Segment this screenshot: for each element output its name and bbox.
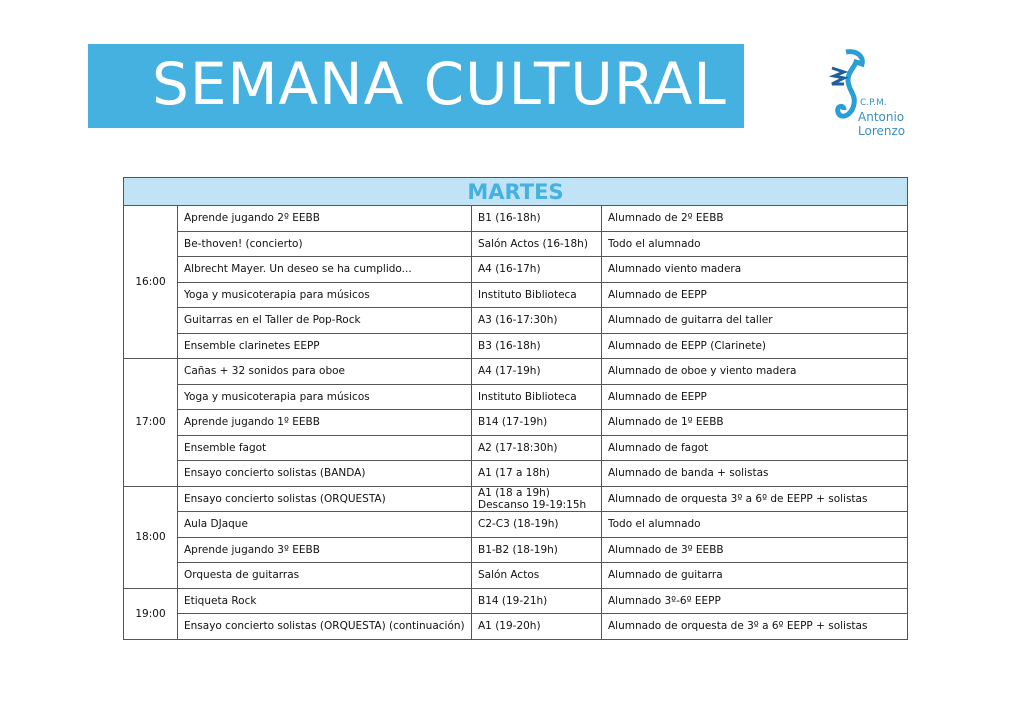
table-row: Ensemble clarinetes EEPP B3 (16-18h) Alumn… xyxy=(124,332,908,359)
activity-cell: Guitarras en el Taller de Pop-Rock xyxy=(177,307,472,334)
activity-cell: Be-thoven! (concierto) xyxy=(177,230,472,257)
logo: C.P.M. Antonio Lorenzo xyxy=(826,46,905,138)
table-row: Ensayo concierto solistas (BANDA) A1 (17 … xyxy=(124,460,908,487)
audience-cell: Alumnado de orquesta 3º a 6º de EEPP + s… xyxy=(601,485,908,512)
activity-cell: Aula DJaque xyxy=(177,511,472,538)
table-row: 18:00 Ensayo concierto solistas (ORQUESTA… xyxy=(123,485,908,589)
location-cell: Instituto Biblioteca xyxy=(471,383,602,410)
audience-cell: Alumnado de EEPP xyxy=(601,281,908,308)
table-row: Aula DJaque C2-C3 (18-19h) Todo el alumnad… xyxy=(124,511,908,538)
location-cell: Salón Actos (16-18h) xyxy=(471,230,602,257)
activity-cell: Cañas + 32 sonidos para oboe xyxy=(177,358,472,385)
location-cell: A2 (17-18:30h) xyxy=(471,434,602,461)
activity-cell: Yoga y musicoterapia para músicos xyxy=(177,383,472,410)
table-row: Ensayo concierto solistas (ORQUESTA) (co… xyxy=(124,613,908,640)
activity-cell: Yoga y musicoterapia para músicos xyxy=(177,281,472,308)
logo-text-name: Antonio Lorenzo xyxy=(858,110,906,138)
table-row: 17:00 Cañas + 32 sonidos para oboe A4 (17-… xyxy=(123,358,908,487)
location-cell: B1-B2 (18-19h) xyxy=(471,536,602,563)
location-cell: B14 (19-21h) xyxy=(471,587,602,614)
table-row: Aprende jugando 1º EEBB B14 (17-19h) Alumn… xyxy=(124,409,908,436)
location-cell: Instituto Biblioteca xyxy=(471,281,602,308)
location-cell: A1 (19-20h) xyxy=(471,613,602,640)
title-banner: SEMANA CULTURAL xyxy=(88,44,744,128)
audience-cell: Alumnado de 3º EEBB xyxy=(601,536,908,563)
audience-cell: Alumnado de EEPP xyxy=(601,383,908,410)
day-header: MARTES xyxy=(123,177,908,206)
activity-cell: Aprende jugando 3º EEBB xyxy=(177,536,472,563)
location-cell: A1 (18 a 19h) Descanso 19-19:15h xyxy=(471,485,602,512)
activity-cell: Ensemble fagot xyxy=(177,434,472,461)
time-cell: 19:00 xyxy=(123,587,178,640)
seahorse-icon xyxy=(828,49,865,119)
table-row: 16:00 Aprende jugando 2º EEBB B1 (16-18h) A… xyxy=(123,205,908,359)
table-row: Albrecht Mayer. Un deseo se ha cumplido.… xyxy=(124,256,908,283)
location-cell: B3 (16-18h) xyxy=(471,332,602,359)
activity-cell: Aprende jugando 1º EEBB xyxy=(177,409,472,436)
page-title: SEMANA CULTURAL xyxy=(152,50,727,118)
logo-text: C.P.M. xyxy=(860,98,887,108)
time-cell: 17:00 xyxy=(123,358,178,487)
activity-cell: Ensayo concierto solistas (ORQUESTA) (co… xyxy=(177,613,472,640)
table-row: Guitarras en el Taller de Pop-Rock A3 (16… xyxy=(124,307,908,334)
activity-cell: Ensayo concierto solistas (ORQUESTA) xyxy=(177,485,472,512)
location-cell: A4 (17-19h) xyxy=(471,358,602,385)
activity-cell: Etiqueta Rock xyxy=(177,587,472,614)
audience-cell: Alumnado de EEPP (Clarinete) xyxy=(601,332,908,359)
audience-cell: Alumnado de oboe y viento madera xyxy=(601,358,908,385)
audience-cell: Todo el alumnado xyxy=(601,230,908,257)
location-cell: Salón Actos xyxy=(471,562,602,589)
location-cell: A1 (17 a 18h) xyxy=(471,460,602,487)
table-row: Be-thoven! (concierto) Salón Actos (16-18… xyxy=(124,230,908,257)
location-cell: B1 (16-18h) xyxy=(471,205,602,232)
time-cell: 16:00 xyxy=(123,205,178,359)
audience-cell: Alumnado de 2º EEBB xyxy=(601,205,908,232)
activity-cell: Aprende jugando 2º EEBB xyxy=(177,205,472,232)
table-row: Aprende jugando 3º EEBB B1-B2 (18-19h) Alu… xyxy=(124,536,908,563)
location-cell: C2-C3 (18-19h) xyxy=(471,511,602,538)
location-cell: B14 (17-19h) xyxy=(471,409,602,436)
audience-cell: Alumnado viento madera xyxy=(601,256,908,283)
table-row: Ensemble fagot A2 (17-18:30h) Alumnado de … xyxy=(124,434,908,461)
location-cell: A4 (16-17h) xyxy=(471,256,602,283)
location-cell: A3 (16-17:30h) xyxy=(471,307,602,334)
schedule-table: MARTES 16:00 Aprende jugando 2º EEBB B1 (1… xyxy=(123,177,908,640)
activity-cell: Orquesta de guitarras xyxy=(177,562,472,589)
table-row: Yoga y musicoterapia para músicos Institu… xyxy=(124,383,908,410)
activity-cell: Albrecht Mayer. Un deseo se ha cumplido.… xyxy=(177,256,472,283)
table-row: 19:00 Etiqueta Rock B14 (19-21h) Alumnado 3… xyxy=(123,587,908,640)
time-cell: 18:00 xyxy=(123,485,178,589)
table-row: Yoga y musicoterapia para músicos Institu… xyxy=(124,281,908,308)
audience-cell: Todo el alumnado xyxy=(601,511,908,538)
table-row: Orquesta de guitarras Salón Actos Alumnado… xyxy=(124,562,908,589)
activity-cell: Ensayo concierto solistas (BANDA) xyxy=(177,460,472,487)
audience-cell: Alumnado de orquesta de 3º a 6º EEPP + s… xyxy=(601,613,908,640)
audience-cell: Alumnado de 1º EEBB xyxy=(601,409,908,436)
audience-cell: Alumnado de guitarra del taller xyxy=(601,307,908,334)
activity-cell: Ensemble clarinetes EEPP xyxy=(177,332,472,359)
audience-cell: Alumnado de guitarra xyxy=(601,562,908,589)
audience-cell: Alumnado de banda + solistas xyxy=(601,460,908,487)
audience-cell: Alumnado 3º-6º EEPP xyxy=(601,587,908,614)
audience-cell: Alumnado de fagot xyxy=(601,434,908,461)
